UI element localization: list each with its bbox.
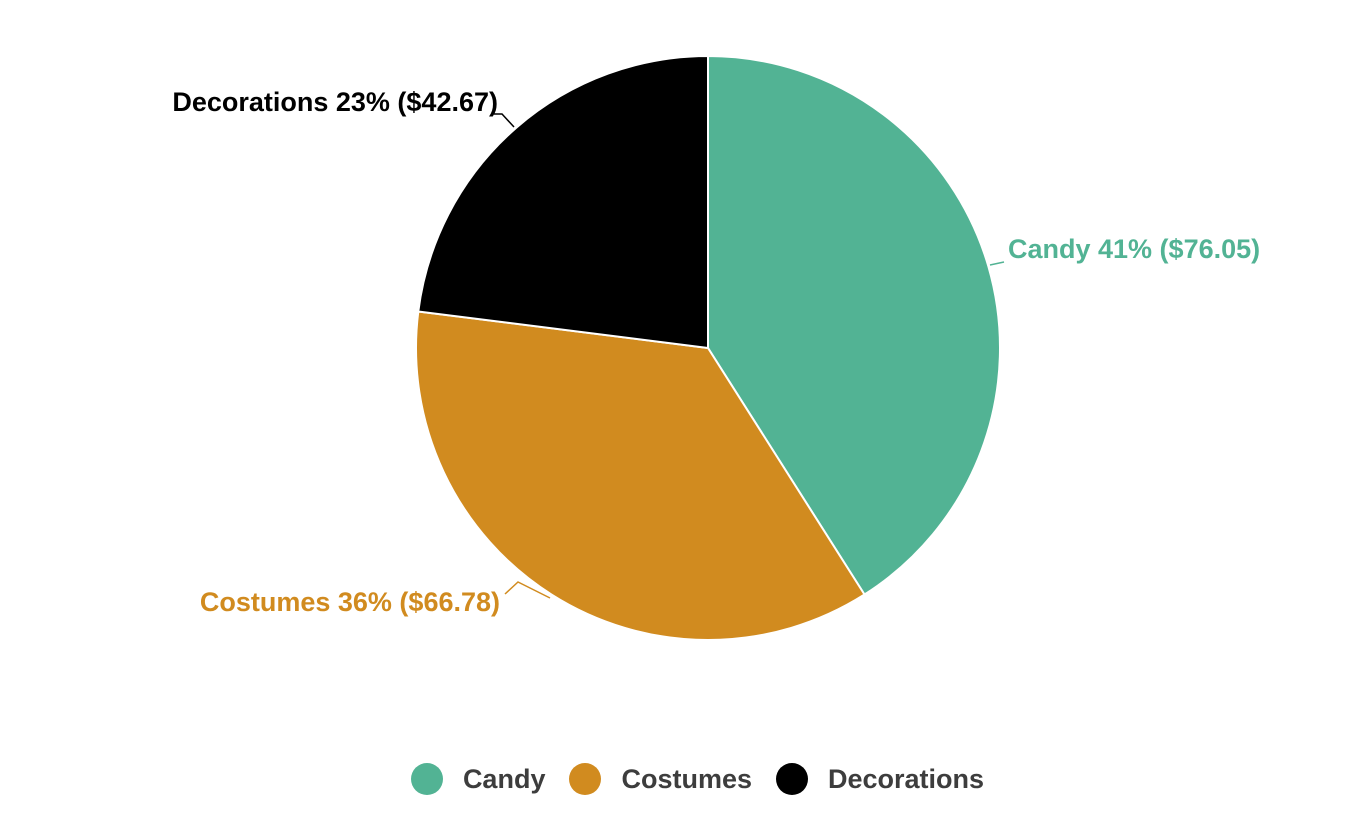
- legend-item-candy[interactable]: Candy: [410, 763, 546, 795]
- leader-line-decorations: [494, 113, 515, 128]
- leader-line-candy: [989, 261, 1005, 266]
- slice-label-costumes: Costumes 36% ($66.78): [200, 587, 500, 617]
- slice-label-candy: Candy 41% ($76.05): [1008, 234, 1260, 264]
- legend-item-costumes[interactable]: Costumes: [569, 763, 752, 795]
- pie-slice-costumes[interactable]: [415, 310, 866, 641]
- legend-item-decorations[interactable]: Decorations: [776, 763, 984, 795]
- legend-label-candy: Candy: [462, 763, 546, 794]
- legend-swatch-costumes: [569, 763, 602, 795]
- legend-label-costumes: Costumes: [621, 763, 752, 794]
- pie-chart: Candy 41% ($76.05) Costumes 36% ($66.78) D…: [172, 54, 1260, 641]
- chart-legend: Candy Costumes Decorations: [0, 763, 1350, 795]
- slice-label-decorations: Decorations 23% ($42.67): [172, 87, 498, 117]
- legend-label-decorations: Decorations: [828, 763, 985, 794]
- leader-line-costumes: [504, 581, 551, 599]
- pie-slice-decorations[interactable]: [417, 54, 709, 350]
- pie-slice-candy[interactable]: [707, 54, 1001, 596]
- legend-swatch-candy: [410, 763, 443, 795]
- legend-swatch-decorations: [776, 763, 808, 795]
